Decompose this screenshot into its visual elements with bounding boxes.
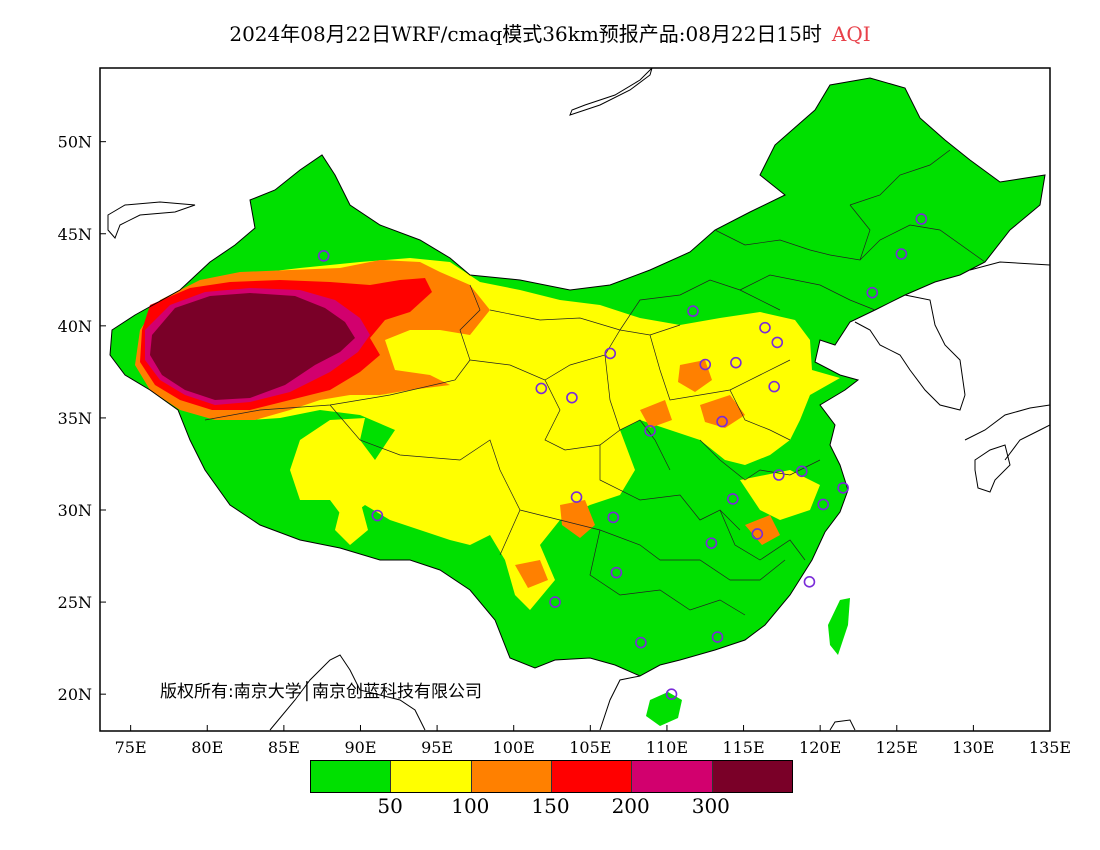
lat-tick-label: 40N xyxy=(58,317,92,336)
lon-tick-label: 120E xyxy=(799,738,841,757)
legend-swatch xyxy=(471,761,552,792)
copyright-text: 版权所有:南京大学│南京创蓝科技有限公司 xyxy=(160,681,482,702)
aqi-zone-usg-south xyxy=(515,560,548,588)
legend-label: 100 xyxy=(451,794,490,818)
station-marker xyxy=(610,566,623,579)
station-marker xyxy=(566,391,578,404)
legend-label: 200 xyxy=(611,794,650,818)
aqi-zone-usg-sichuan xyxy=(560,500,595,538)
lon-tick-label: 80E xyxy=(191,738,223,757)
station-marker xyxy=(759,321,771,334)
aqi-zone-good-hainan xyxy=(646,692,682,726)
aqi-zone-usg-east2 xyxy=(700,395,745,428)
station-marker xyxy=(635,636,647,649)
station-marker xyxy=(317,250,330,262)
station-marker xyxy=(371,509,384,522)
lat-tick-label: 25N xyxy=(58,593,92,612)
legend-swatch xyxy=(632,761,713,792)
station-marker xyxy=(772,469,785,481)
aqi-zone-usg-east3 xyxy=(640,400,672,428)
station-marker xyxy=(644,425,656,437)
station-marker xyxy=(817,498,830,511)
legend-swatch xyxy=(551,761,633,792)
station-marker xyxy=(915,213,928,225)
aqi-zone-good-taiwan xyxy=(828,598,850,655)
province-borders xyxy=(204,149,986,616)
map-title: 2024年08月22日WRF/cmaq模式36km预报产品:08月22日15时 A… xyxy=(0,18,1100,47)
lon-tick-label: 85E xyxy=(268,738,300,757)
lat-tick-label: 50N xyxy=(58,133,92,152)
legend-label: 300 xyxy=(691,794,730,818)
station-markers xyxy=(317,213,928,700)
station-marker xyxy=(795,465,808,478)
lon-tick-label: 110E xyxy=(646,738,688,757)
aqi-legend-labels: 50 100 150 200 300 xyxy=(0,794,1100,818)
station-marker xyxy=(716,415,728,428)
legend-swatch xyxy=(391,761,472,792)
lon-tick-label: 135E xyxy=(1029,738,1071,757)
station-marker xyxy=(751,528,764,540)
china-border xyxy=(109,77,1046,677)
lon-tick-label: 105E xyxy=(569,738,611,757)
legend-label: 150 xyxy=(531,794,570,818)
aqi-zone-moderate-sw xyxy=(335,500,368,545)
legend-label: 50 xyxy=(377,794,403,818)
station-marker xyxy=(730,356,742,369)
station-marker xyxy=(711,631,724,643)
station-marker xyxy=(727,493,739,505)
lon-tick-label: 115E xyxy=(722,738,764,757)
legend-swatch xyxy=(311,761,392,792)
lon-tick-label: 90E xyxy=(344,738,376,757)
lat-tick-label: 30N xyxy=(58,501,92,520)
lat-tick-label: 20N xyxy=(58,685,92,704)
map-frame xyxy=(99,67,1051,732)
lat-tick-label: 45N xyxy=(58,225,92,244)
neighbor-coastlines xyxy=(107,68,1050,731)
variable-label: AQI xyxy=(831,22,871,46)
station-marker xyxy=(771,336,784,349)
aqi-color-legend xyxy=(310,760,793,793)
station-marker xyxy=(607,511,620,524)
station-marker xyxy=(866,286,879,299)
lon-tick-label: 100E xyxy=(493,738,535,757)
station-marker xyxy=(705,537,718,549)
map-plot-area: 版权所有:南京大学│南京创蓝科技有限公司 xyxy=(107,68,1050,731)
station-marker xyxy=(837,482,849,494)
station-marker xyxy=(699,358,712,371)
aqi-zone-usg-jiangxi xyxy=(745,515,780,545)
station-marker xyxy=(895,248,908,260)
station-marker xyxy=(570,491,583,503)
lat-tick-label: 35N xyxy=(58,409,92,428)
legend-swatch xyxy=(712,761,792,792)
station-marker xyxy=(768,380,780,393)
aqi-zone-moderate-south xyxy=(740,470,820,520)
station-marker xyxy=(665,688,678,700)
latitude-axis: 50N 45N 40N 35N 30N 25N 20N xyxy=(58,133,106,704)
station-marker xyxy=(604,347,617,360)
lon-tick-label: 125E xyxy=(876,738,918,757)
title-text: 2024年08月22日WRF/cmaq模式36km预报产品:08月22日15时 xyxy=(229,22,822,46)
station-marker xyxy=(803,576,816,588)
lon-tick-label: 95E xyxy=(421,738,453,757)
station-marker xyxy=(687,305,699,317)
aqi-zone-hazardous xyxy=(150,293,355,400)
lon-tick-label: 130E xyxy=(952,738,994,757)
station-marker xyxy=(549,596,561,608)
longitude-axis: 75E 80E 85E 90E 95E 100E 105E 110E 115E 120E 125E 1… xyxy=(115,725,1071,757)
aqi-zone-usg-east1 xyxy=(678,360,712,392)
station-marker xyxy=(535,382,548,395)
lon-tick-label: 75E xyxy=(115,738,147,757)
